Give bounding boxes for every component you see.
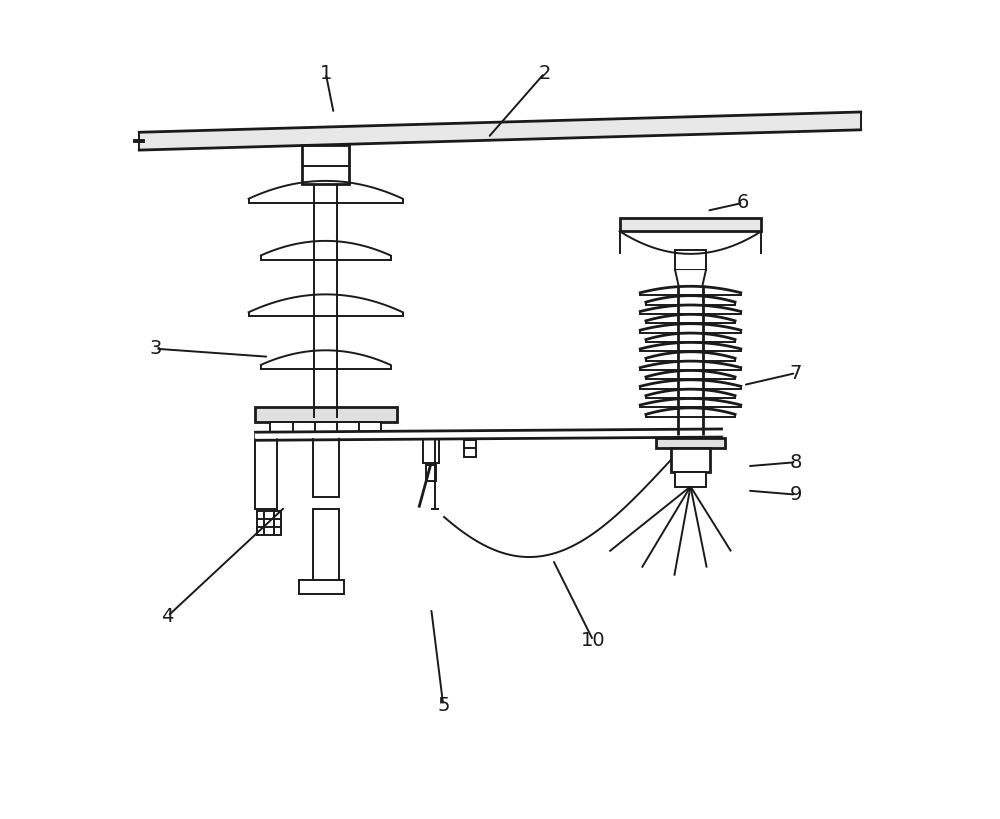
- Bar: [257, 511, 281, 535]
- Bar: [302, 145, 349, 183]
- Bar: [270, 422, 381, 432]
- Text: 1: 1: [320, 64, 332, 83]
- Text: 9: 9: [790, 485, 802, 505]
- Bar: [656, 438, 725, 448]
- Polygon shape: [139, 112, 861, 150]
- Bar: [675, 472, 706, 486]
- Bar: [423, 439, 439, 463]
- Bar: [299, 580, 344, 595]
- Bar: [255, 407, 397, 422]
- Text: 3: 3: [149, 339, 162, 358]
- Bar: [464, 441, 476, 456]
- Text: 6: 6: [737, 193, 749, 212]
- Text: 8: 8: [790, 453, 802, 472]
- Bar: [671, 448, 710, 472]
- Bar: [255, 432, 277, 509]
- Text: 5: 5: [437, 696, 450, 715]
- Text: 7: 7: [790, 364, 802, 382]
- Bar: [620, 218, 761, 231]
- Text: 2: 2: [538, 64, 551, 83]
- Polygon shape: [675, 270, 706, 285]
- Text: 10: 10: [581, 631, 606, 650]
- Bar: [313, 432, 339, 497]
- Bar: [313, 509, 339, 580]
- Polygon shape: [255, 428, 723, 439]
- Bar: [426, 464, 436, 481]
- Bar: [675, 250, 706, 270]
- Text: 4: 4: [161, 607, 174, 626]
